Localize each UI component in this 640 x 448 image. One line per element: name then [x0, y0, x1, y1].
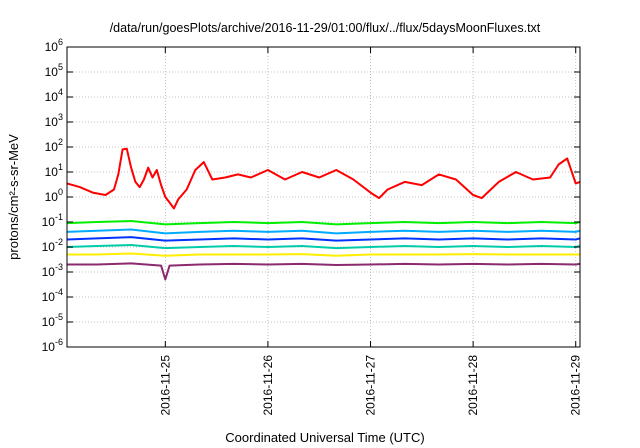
x-tick-label: 2016-11-27 — [364, 355, 378, 416]
plot-frame — [66, 46, 581, 348]
series-line — [67, 262, 580, 281]
series-line — [67, 228, 580, 235]
series-line — [67, 147, 580, 210]
y-tick-label: 10-4 — [42, 287, 63, 304]
x-axis-label: Coordinated Universal Time (UTC) — [225, 430, 424, 445]
y-axis-label: protons/cm²-s-sr-MeV — [6, 134, 21, 260]
series-line — [67, 252, 580, 257]
y-tick-label: 10-5 — [42, 312, 63, 329]
x-tick-label: 2016-11-29 — [569, 355, 583, 416]
chart-title: /data/run/goesPlots/archive/2016-11-29/0… — [110, 21, 541, 35]
x-tick-labels: 2016-11-25 2016-11-26 2016-11-27 2016-11-28… — [158, 355, 582, 416]
y-tick-label: 104 — [45, 87, 63, 104]
y-tick-labels: 10-6 10-5 10-4 10-3 10-2 10-1 100 101 102 103 104 1… — [42, 37, 63, 354]
y-tick-label: 102 — [45, 137, 63, 154]
axis-ticks — [67, 46, 580, 348]
y-tick-label: 100 — [45, 187, 63, 204]
y-tick-label: 10-1 — [42, 212, 63, 229]
series-line — [67, 244, 580, 250]
x-tick-label: 2016-11-26 — [261, 355, 275, 416]
y-tick-label: 105 — [45, 62, 63, 79]
series-line — [67, 220, 580, 226]
series-line — [67, 236, 580, 242]
y-tick-label: 10-6 — [42, 337, 63, 354]
series-layer — [67, 147, 580, 281]
x-tick-label: 2016-11-25 — [158, 355, 172, 416]
x-tick-label: 2016-11-28 — [466, 355, 480, 416]
grid-lines — [67, 46, 580, 348]
y-tick-label: 101 — [45, 162, 63, 179]
y-tick-label: 103 — [45, 112, 63, 129]
y-tick-label: 10-3 — [42, 262, 63, 279]
y-tick-label: 10-2 — [42, 237, 63, 254]
y-tick-label: 106 — [45, 37, 63, 54]
